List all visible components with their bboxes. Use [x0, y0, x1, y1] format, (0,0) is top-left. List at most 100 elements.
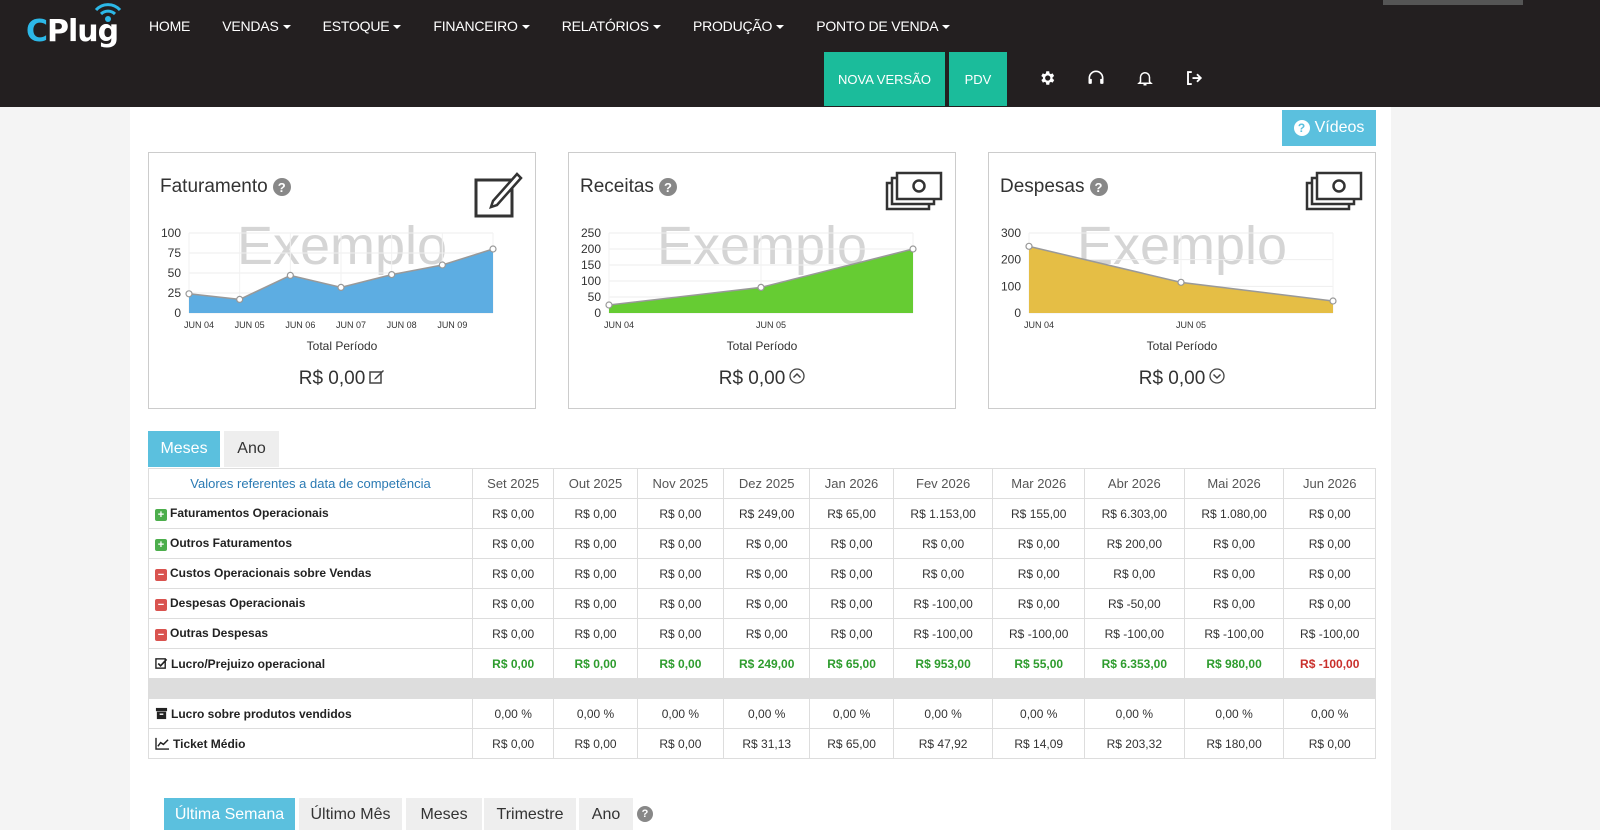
headset-icon[interactable] [1085, 67, 1107, 89]
despesas-card: Despesas? Exemplo Total Período R$ 0,00 0 100… [988, 152, 1376, 409]
minus-square-icon[interactable]: − [155, 569, 167, 582]
table-cell: R$ 0,00 [992, 588, 1085, 619]
minus-square-icon[interactable]: − [155, 599, 167, 612]
card-title: Receitas? [580, 176, 677, 198]
table-cell: R$ -100,00 [1083, 618, 1185, 649]
plus-square-icon[interactable]: + [155, 509, 167, 522]
table-cell: R$ 0,00 [723, 588, 811, 619]
table-cell: R$ 0,00 [553, 648, 638, 679]
videos-button[interactable]: ? Vídeos [1282, 110, 1376, 146]
help-icon[interactable]: ? [272, 178, 291, 196]
table-cell: R$ 249,00 [723, 648, 811, 679]
table-cell: R$ 0,00 [1183, 588, 1285, 619]
data-point[interactable] [1329, 297, 1337, 305]
table-cell: R$ -100,00 [1183, 618, 1285, 649]
table-cell: R$ 0,00 [892, 528, 994, 559]
card-title: Faturamento? [160, 176, 291, 198]
y-tick-label: 250 [581, 226, 601, 240]
row-label: − Outras Despesas [148, 618, 473, 649]
data-point[interactable] [489, 245, 497, 253]
help-icon[interactable]: ? [1089, 178, 1108, 196]
data-point[interactable] [337, 283, 345, 292]
table-cell: R$ 0,00 [809, 618, 894, 649]
table-cell: R$ -50,00 [1083, 588, 1185, 619]
logout-icon[interactable] [1183, 67, 1205, 89]
nav-item-estoque[interactable]: ESTOQUE [314, 14, 411, 38]
y-tick-label: 50 [168, 266, 182, 280]
table-cell: R$ 0,00 [992, 558, 1085, 589]
data-point[interactable] [605, 301, 613, 309]
financial-table: Valores referentes a data de competência… [148, 468, 1376, 759]
tab-meses[interactable]: Meses [406, 798, 482, 830]
caret-down-icon [652, 25, 661, 30]
table-separator [148, 678, 1376, 699]
pdv-button[interactable]: PDV [949, 52, 1007, 106]
table-cell: R$ -100,00 [1283, 648, 1376, 679]
edit-icon [473, 169, 523, 224]
table-cell: 0,00 % [553, 698, 638, 729]
data-point[interactable] [438, 261, 446, 269]
total-value: R$ 0,00 [149, 368, 535, 390]
data-point[interactable] [1025, 242, 1033, 250]
table-cell: R$ 0,00 [553, 498, 638, 529]
x-tick-label: JUN 09 [437, 320, 467, 330]
table-cell: R$ 249,00 [723, 498, 811, 529]
chevron-up-circle-icon[interactable] [789, 368, 805, 390]
faturamento-chart: 0 25 50 75 100 JUN 04 JUN 05 JUN 06 JUN 07 JUN 08… [161, 226, 497, 330]
tab-trimestre[interactable]: Trimestre [484, 798, 576, 830]
help-icon[interactable]: ? [658, 178, 677, 196]
table-cell: R$ -100,00 [1283, 618, 1376, 649]
table-cell: 0,00 % [1083, 698, 1185, 729]
table-cell: R$ 0,00 [471, 618, 555, 649]
edit-small-icon[interactable] [369, 368, 385, 390]
total-value: R$ 0,00 [569, 368, 955, 390]
data-point[interactable] [236, 295, 244, 304]
help-icon[interactable]: ? [637, 806, 653, 822]
nav-item-vendas[interactable]: VENDAS [213, 14, 299, 38]
data-point[interactable] [909, 245, 917, 253]
month-header: Out 2025 [553, 468, 638, 499]
nav-item-ponto-de-venda[interactable]: PONTO DE VENDA [807, 14, 959, 38]
nova-versao-button[interactable]: NOVA VERSÃO [824, 52, 945, 106]
data-point[interactable] [286, 271, 294, 280]
month-header: Mar 2026 [992, 468, 1085, 499]
tab-meses[interactable]: Meses [148, 431, 220, 467]
nav-item-home[interactable]: HOME [149, 18, 191, 34]
table-row: Ticket Médio R$ 0,00 R$ 0,00 R$ 0,00 R$ 31,1… [148, 728, 1376, 759]
nav-item-relatórios[interactable]: RELATÓRIOS [553, 14, 670, 38]
tab-último-mês[interactable]: Último Mês [299, 798, 402, 830]
nav-item-produção[interactable]: PRODUÇÃO [684, 14, 793, 38]
data-point[interactable] [757, 283, 765, 292]
check-square-icon [155, 657, 168, 669]
table-cell: R$ 0,00 [471, 728, 555, 759]
tab-última-semana[interactable]: Última Semana [164, 798, 295, 830]
data-point[interactable] [388, 270, 396, 279]
table-cell: R$ -100,00 [992, 618, 1085, 649]
series-area [189, 249, 493, 313]
table-cell: 0,00 % [636, 698, 725, 729]
table-cell: R$ 0,00 [723, 558, 811, 589]
caret-down-icon [776, 25, 785, 30]
x-tick-label: JUN 07 [336, 320, 366, 330]
data-point[interactable] [185, 290, 193, 298]
table-cell: R$ 1.153,00 [892, 498, 994, 529]
nav-item-financeiro[interactable]: FINANCEIRO [424, 14, 538, 38]
logo[interactable]: CPlug [26, 2, 126, 50]
x-tick-label: JUN 04 [184, 320, 214, 330]
gear-icon[interactable] [1036, 67, 1058, 89]
row-label: Lucro/Prejuizo operacional [148, 648, 473, 679]
tab-ano[interactable]: Ano [579, 798, 633, 830]
plus-square-icon[interactable]: + [155, 539, 167, 552]
bell-icon[interactable] [1134, 67, 1156, 89]
table-cell: R$ 980,00 [1183, 648, 1285, 679]
minus-square-icon[interactable]: − [155, 629, 167, 642]
chevron-down-circle-icon[interactable] [1209, 368, 1225, 390]
table-cell: R$ 0,00 [1283, 558, 1376, 589]
table-cell: R$ 0,00 [636, 618, 725, 649]
wifi-icon [94, 3, 122, 22]
data-point[interactable] [1177, 278, 1185, 286]
tab-ano[interactable]: Ano [224, 431, 279, 467]
table-cell: R$ 0,00 [1183, 558, 1285, 589]
table-cell: R$ 180,00 [1183, 728, 1285, 759]
table-row: Lucro sobre produtos vendidos 0,00 % 0,00 … [148, 698, 1376, 729]
